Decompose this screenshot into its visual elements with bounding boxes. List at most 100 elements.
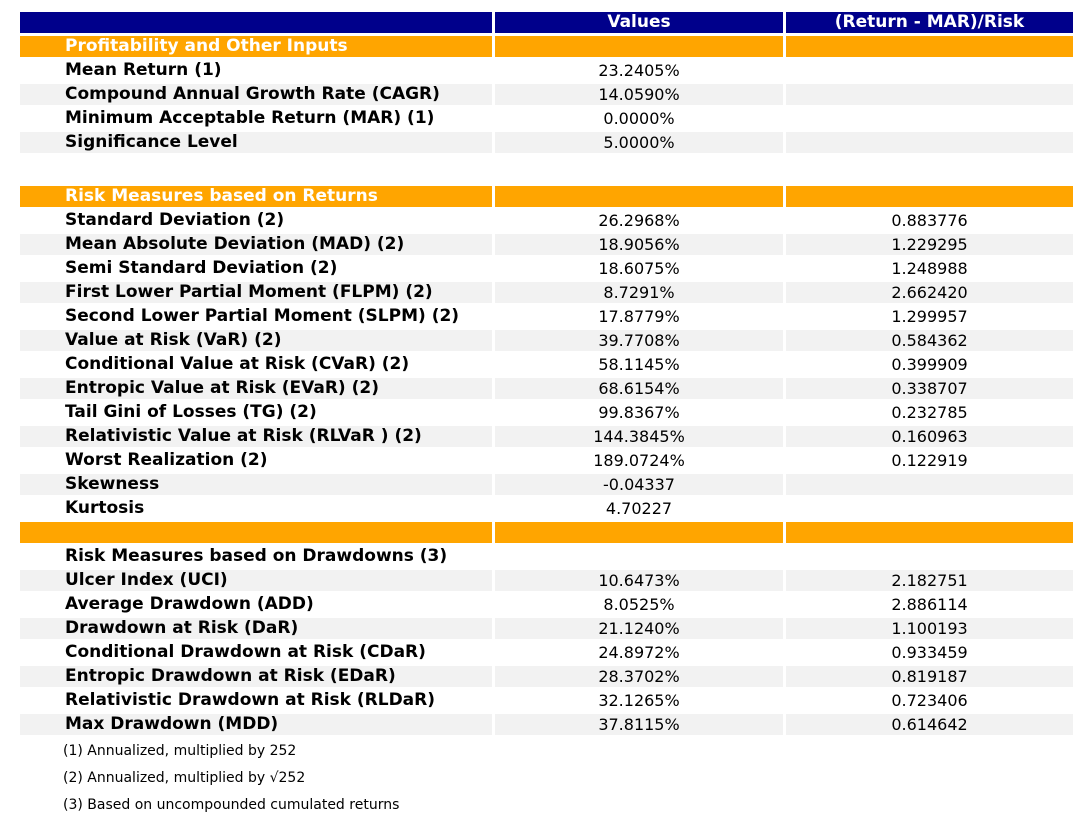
table-row: Entropic Value at Risk (EVaR) (2) 68.615… bbox=[20, 378, 1073, 399]
section-header-row: Profitability and Other Inputs bbox=[20, 36, 1073, 57]
table-row: Kurtosis 4.70227 bbox=[20, 498, 1073, 519]
row-ratio: 2.182751 bbox=[786, 570, 1073, 591]
row-value: 23.2405% bbox=[598, 61, 680, 80]
row-value: 8.7291% bbox=[495, 282, 783, 303]
row-ratio: 0.723406 bbox=[891, 691, 968, 710]
row-label: Compound Annual Growth Rate (CAGR) bbox=[20, 84, 492, 105]
row-value: 0.0000% bbox=[603, 109, 675, 128]
table-row: Conditional Value at Risk (CVaR) (2) 58.… bbox=[20, 354, 1073, 375]
table-row: Worst Realization (2) 189.0724% 0.122919 bbox=[20, 450, 1073, 471]
table-row: Second Lower Partial Moment (SLPM) (2) 1… bbox=[20, 306, 1073, 327]
row-value: 26.2968% bbox=[598, 211, 680, 230]
row-ratio: 0.584362 bbox=[786, 330, 1073, 351]
row-ratio: 1.248988 bbox=[891, 259, 968, 278]
table-row: Significance Level 5.0000% bbox=[20, 132, 1073, 153]
row-label: Kurtosis bbox=[65, 498, 145, 518]
row-label: Mean Return (1) bbox=[65, 60, 222, 80]
row-ratio: 0.883776 bbox=[891, 211, 968, 230]
table-row: Compound Annual Growth Rate (CAGR) 14.05… bbox=[20, 84, 1073, 105]
row-value bbox=[495, 186, 783, 207]
row-ratio: 0.232785 bbox=[891, 403, 968, 422]
table-row: Value at Risk (VaR) (2) 39.7708% 0.58436… bbox=[20, 330, 1073, 351]
section-header-row bbox=[20, 522, 1073, 543]
row-value: 14.0590% bbox=[495, 84, 783, 105]
row-ratio bbox=[786, 108, 1073, 129]
row-label: Minimum Acceptable Return (MAR) (1) bbox=[65, 108, 435, 128]
table-row: Semi Standard Deviation (2) 18.6075% 1.2… bbox=[20, 258, 1073, 279]
row-label: Average Drawdown (ADD) bbox=[65, 594, 314, 614]
report-table: Values (Return - MAR)/Risk Profitability… bbox=[20, 12, 1073, 738]
row-ratio: 0.819187 bbox=[786, 666, 1073, 687]
footnote-3: (3) Based on uncompounded cumulated retu… bbox=[63, 797, 400, 813]
row-ratio: 0.614642 bbox=[786, 714, 1073, 735]
table-row: Average Drawdown (ADD) 8.0525% 2.886114 bbox=[20, 594, 1073, 615]
row-ratio: 1.299957 bbox=[891, 307, 968, 326]
row-ratio: 1.229295 bbox=[786, 234, 1073, 255]
row-label: Conditional Drawdown at Risk (CDaR) bbox=[65, 642, 426, 662]
table-row: Mean Return (1) 23.2405% bbox=[20, 60, 1073, 81]
table-row: First Lower Partial Moment (FLPM) (2) 8.… bbox=[20, 282, 1073, 303]
row-value: 4.70227 bbox=[605, 499, 673, 518]
row-label: Semi Standard Deviation (2) bbox=[65, 258, 338, 278]
section-title-row: Risk Measures based on Drawdowns (3) bbox=[20, 546, 1073, 567]
row-ratio: 2.662420 bbox=[786, 282, 1073, 303]
table-row: Skewness -0.04337 bbox=[20, 474, 1073, 495]
row-label bbox=[20, 522, 492, 543]
row-ratio: 0.399909 bbox=[891, 355, 968, 374]
row-label: First Lower Partial Moment (FLPM) (2) bbox=[20, 282, 492, 303]
row-ratio: 1.100193 bbox=[786, 618, 1073, 639]
footnote-2: (2) Annualized, multiplied by √252 bbox=[63, 770, 306, 786]
row-value: 32.1265% bbox=[598, 691, 680, 710]
row-ratio bbox=[786, 84, 1073, 105]
table-row: Relativistic Drawdown at Risk (RLDaR) 32… bbox=[20, 690, 1073, 711]
row-label: Relativistic Drawdown at Risk (RLDaR) bbox=[65, 690, 436, 710]
row-label: Mean Absolute Deviation (MAD) (2) bbox=[20, 234, 492, 255]
section-spacer bbox=[20, 156, 1073, 186]
row-label: Significance Level bbox=[20, 132, 492, 153]
table-row: Minimum Acceptable Return (MAR) (1) 0.00… bbox=[20, 108, 1073, 129]
row-value: 24.8972% bbox=[598, 643, 680, 662]
row-label: Entropic Value at Risk (EVaR) (2) bbox=[20, 378, 492, 399]
row-value: 37.8115% bbox=[495, 714, 783, 735]
row-ratio: 0.160963 bbox=[786, 426, 1073, 447]
row-ratio bbox=[786, 186, 1073, 207]
table-row: Mean Absolute Deviation (MAD) (2) 18.905… bbox=[20, 234, 1073, 255]
row-label: Value at Risk (VaR) (2) bbox=[20, 330, 492, 351]
row-ratio bbox=[786, 498, 1073, 519]
row-label: Relativistic Value at Risk (RLVaR ) (2) bbox=[20, 426, 492, 447]
row-value: 18.9056% bbox=[495, 234, 783, 255]
row-value: 68.6154% bbox=[495, 378, 783, 399]
row-value: 17.8779% bbox=[598, 307, 680, 326]
table-row: Max Drawdown (MDD) 37.8115% 0.614642 bbox=[20, 714, 1073, 735]
header-blank-cell bbox=[20, 12, 492, 33]
row-label: Max Drawdown (MDD) bbox=[20, 714, 492, 735]
row-label: Second Lower Partial Moment (SLPM) (2) bbox=[65, 306, 460, 326]
row-label: Profitability and Other Inputs bbox=[20, 36, 492, 57]
row-value: 10.6473% bbox=[495, 570, 783, 591]
row-value bbox=[495, 546, 783, 567]
row-value bbox=[495, 522, 783, 543]
row-label: Worst Realization (2) bbox=[65, 450, 268, 470]
table-row: Ulcer Index (UCI) 10.6473% 2.182751 bbox=[20, 570, 1073, 591]
row-ratio bbox=[786, 546, 1073, 567]
row-label: Risk Measures based on Drawdowns (3) bbox=[65, 546, 448, 566]
row-ratio bbox=[786, 36, 1073, 57]
row-value: 39.7708% bbox=[495, 330, 783, 351]
row-label: Entropic Drawdown at Risk (EDaR) bbox=[20, 666, 492, 687]
row-label: Tail Gini of Losses (TG) (2) bbox=[65, 402, 317, 422]
row-value: 8.0525% bbox=[603, 595, 675, 614]
row-value: -0.04337 bbox=[495, 474, 783, 495]
footnote-1: (1) Annualized, multiplied by 252 bbox=[63, 743, 297, 759]
row-value: 21.1240% bbox=[495, 618, 783, 639]
table-row: Drawdown at Risk (DaR) 21.1240% 1.100193 bbox=[20, 618, 1073, 639]
row-value: 58.1145% bbox=[598, 355, 680, 374]
row-value: 28.3702% bbox=[495, 666, 783, 687]
row-label: Risk Measures based on Returns bbox=[20, 186, 492, 207]
table-row: Entropic Drawdown at Risk (EDaR) 28.3702… bbox=[20, 666, 1073, 687]
section-header-row: Risk Measures based on Returns bbox=[20, 186, 1073, 207]
row-value: 18.6075% bbox=[598, 259, 680, 278]
row-ratio: 0.338707 bbox=[786, 378, 1073, 399]
table-row: Tail Gini of Losses (TG) (2) 99.8367% 0.… bbox=[20, 402, 1073, 423]
row-label: Skewness bbox=[20, 474, 492, 495]
